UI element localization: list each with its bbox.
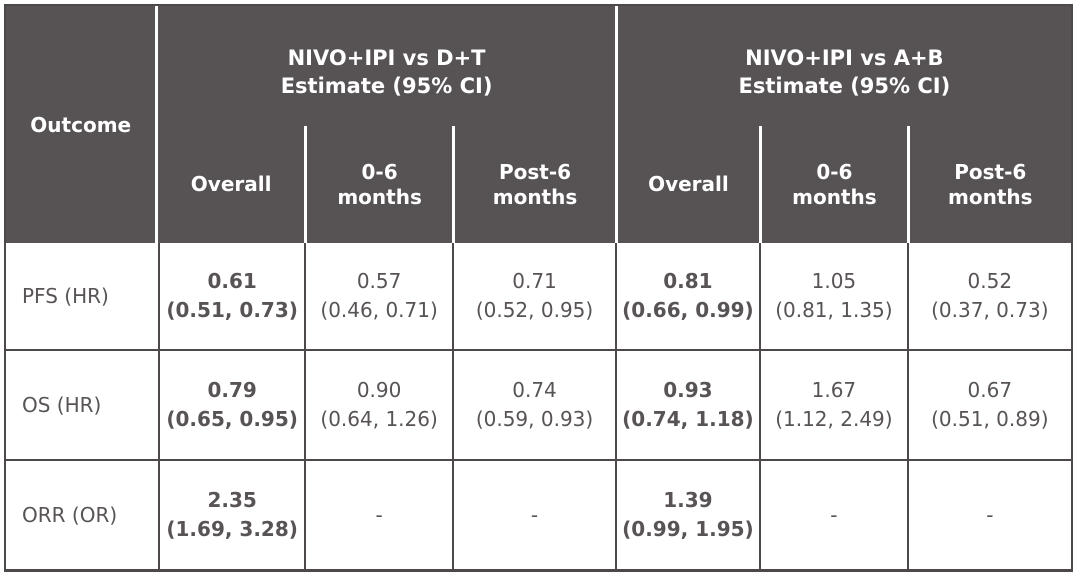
subheader-group2-overall: Overall <box>614 126 759 243</box>
table-header: Outcome NIVO+IPI vs D+T Estimate (95% CI… <box>6 6 1071 243</box>
row-label-orr: ORR (OR) <box>22 502 118 527</box>
estimate-cell-empty: - <box>452 461 614 569</box>
group-header-nivo-ipi-vs-ab: NIVO+IPI vs A+B Estimate (95% CI) <box>614 6 1071 126</box>
subheader-group1-0-6-months: 0-6 months <box>303 126 452 243</box>
row-label-pfs: PFS (HR) <box>22 283 109 308</box>
outcome-column-header: Outcome <box>6 6 159 243</box>
table-row-os: OS (HR) 0.79 (0.65, 0.95) 0.90 (0.64, 1.… <box>6 349 1071 459</box>
estimate-cell: 0.67 (0.51, 0.89) <box>906 351 1071 459</box>
estimate-cell-empty: - <box>303 461 452 569</box>
estimate-cell: 0.52 (0.37, 0.73) <box>906 243 1071 349</box>
group-header-nivo-ipi-vs-dt: NIVO+IPI vs D+T Estimate (95% CI) <box>158 6 614 126</box>
table-row-orr: ORR (OR) 2.35 (1.69, 3.28) - - 1.39 (0.9… <box>6 459 1071 569</box>
estimate-cell-empty: - <box>759 461 906 569</box>
estimate-cell: 0.71 (0.52, 0.95) <box>452 243 614 349</box>
table-row-pfs: PFS (HR) 0.61 (0.51, 0.73) 0.57 (0.46, 0… <box>6 243 1071 349</box>
subheader-group2-post-6-months: Post-6 months <box>906 126 1071 243</box>
results-table: Outcome NIVO+IPI vs D+T Estimate (95% CI… <box>4 4 1073 572</box>
estimate-cell: 1.05 (0.81, 1.35) <box>759 243 906 349</box>
subheader-group1-post-6-months: Post-6 months <box>452 126 614 243</box>
estimate-cell: 0.93 (0.74, 1.18) <box>614 351 759 459</box>
estimate-cell: 0.79 (0.65, 0.95) <box>158 351 303 459</box>
group2-title: NIVO+IPI vs A+B <box>745 45 944 70</box>
subheader-group1-overall: Overall <box>190 172 272 196</box>
estimate-cell: 0.81 (0.66, 0.99) <box>614 243 759 349</box>
estimate-cell: 0.61 (0.51, 0.73) <box>158 243 303 349</box>
group2-subtitle: Estimate (95% CI) <box>738 74 951 98</box>
estimate-cell: 1.39 (0.99, 1.95) <box>614 461 759 569</box>
group1-title: NIVO+IPI vs D+T <box>287 45 486 70</box>
estimate-cell: 0.57 (0.46, 0.71) <box>303 243 452 349</box>
subheader-group2-0-6-months: 0-6 months <box>759 126 906 243</box>
row-label-os: OS (HR) <box>22 392 102 417</box>
estimate-cell: 1.67 (1.12, 2.49) <box>759 351 906 459</box>
estimate-cell: 0.74 (0.59, 0.93) <box>452 351 614 459</box>
estimate-cell: 2.35 (1.69, 3.28) <box>158 461 303 569</box>
group1-subtitle: Estimate (95% CI) <box>280 74 493 98</box>
estimate-cell: 0.90 (0.64, 1.26) <box>303 351 452 459</box>
estimate-cell-empty: - <box>906 461 1071 569</box>
